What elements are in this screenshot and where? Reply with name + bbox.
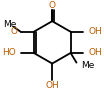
Text: Me: Me [3,20,16,29]
Text: Me: Me [81,61,95,70]
Text: O: O [49,1,56,10]
Text: OH: OH [45,81,59,90]
Text: O: O [10,27,17,36]
Text: HO: HO [2,48,16,57]
Text: OH: OH [88,27,102,36]
Text: OH: OH [88,48,102,57]
